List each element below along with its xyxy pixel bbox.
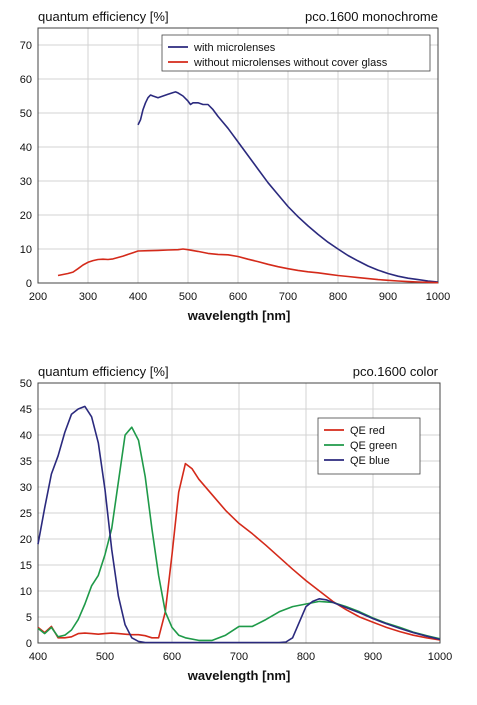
- chart2-ytick-label: 10: [20, 586, 32, 598]
- chart2-ytick-label: 5: [26, 612, 32, 624]
- chart2-series-line-2: [37, 426, 441, 642]
- chart2-ytick-label: 25: [20, 508, 32, 520]
- chart2-ytick-label: 35: [20, 456, 32, 468]
- chart2-xtick-label: 1000: [428, 651, 452, 663]
- chart1-title-left: quantum efficiency [%]: [38, 9, 169, 24]
- chart1-frame: [37, 27, 439, 284]
- chart1-legend-box: [161, 34, 431, 72]
- chart1-xtick-label: 900: [379, 291, 397, 303]
- chart2-title-right: pco.1600 color: [353, 364, 439, 379]
- chart2-legend-label: QE blue: [350, 455, 390, 467]
- chart2-ytick-label: 40: [20, 430, 32, 442]
- chart2-series-line-1: [37, 462, 441, 641]
- chart2-xtick-label: 900: [364, 651, 382, 663]
- chart2-legend: QE red QE green QE blue: [317, 417, 421, 475]
- chart2-legend-label: QE red: [350, 425, 385, 437]
- chart1-legend: with microlenses without microlenses with…: [161, 34, 431, 72]
- chart1-ytick-label: 70: [20, 40, 32, 52]
- chart1-xtick-label: 200: [29, 291, 47, 303]
- chart1-legend-label: with microlenses: [193, 42, 276, 54]
- chart2-ytick-label: 20: [20, 534, 32, 546]
- chart2-legend-label: QE green: [350, 440, 397, 452]
- chart1-ytick-label: 30: [20, 176, 32, 188]
- chart1-ytick-label: 50: [20, 108, 32, 120]
- chart1-series-line-1: [137, 91, 439, 283]
- chart1-xtick-label: 700: [279, 291, 297, 303]
- chart1-ytick-label: 40: [20, 142, 32, 154]
- chart1-xtick-label: 600: [229, 291, 247, 303]
- chart2-xtick-label: 800: [297, 651, 315, 663]
- chart2-series-line-3: [37, 405, 441, 644]
- chart1-ytick-label: 10: [20, 244, 32, 256]
- chart1-xtick-label: 300: [79, 291, 97, 303]
- chart1-xtick-label: 500: [179, 291, 197, 303]
- chart1-series-line-2: [57, 248, 439, 284]
- chart2-xlabel: wavelength [nm]: [187, 668, 291, 683]
- chart1-xtick-label: 400: [129, 291, 147, 303]
- chart1-xtick-label: 800: [329, 291, 347, 303]
- chart1-legend-label: without microlenses without cover glass: [193, 57, 388, 69]
- chart2-title-left: quantum efficiency [%]: [38, 364, 169, 379]
- chart2-xtick-label: 600: [163, 651, 181, 663]
- chart1-plot: 0 10 20 30 40 50 60 70 200 300 400 500 600 700 800 900 1…: [20, 27, 450, 303]
- chart1-ytick-label: 60: [20, 74, 32, 86]
- chart1-ytick-label: 0: [26, 278, 32, 290]
- chart1-title-right: pco.1600 monochrome: [305, 9, 438, 24]
- chart1-ytick-label: 20: [20, 210, 32, 222]
- chart1-xtick-label: 1000: [426, 291, 450, 303]
- chart1-xlabel: wavelength [nm]: [187, 308, 291, 323]
- chart2-xtick-label: 700: [230, 651, 248, 663]
- chart2-ytick-label: 45: [20, 404, 32, 416]
- chart2-ytick-label: 0: [26, 638, 32, 650]
- chart2-legend-box: [317, 417, 421, 475]
- chart2-xtick-label: 400: [29, 651, 47, 663]
- chart2-ytick-label: 30: [20, 482, 32, 494]
- chart2-ytick-label: 50: [20, 378, 32, 390]
- chart2-plot: 0 5 10 15 20 25 30 35 40 45 50 400 500 600 700 800 900 10…: [20, 378, 452, 663]
- chart2-xtick-label: 500: [96, 651, 114, 663]
- chart2-ytick-label: 15: [20, 560, 32, 572]
